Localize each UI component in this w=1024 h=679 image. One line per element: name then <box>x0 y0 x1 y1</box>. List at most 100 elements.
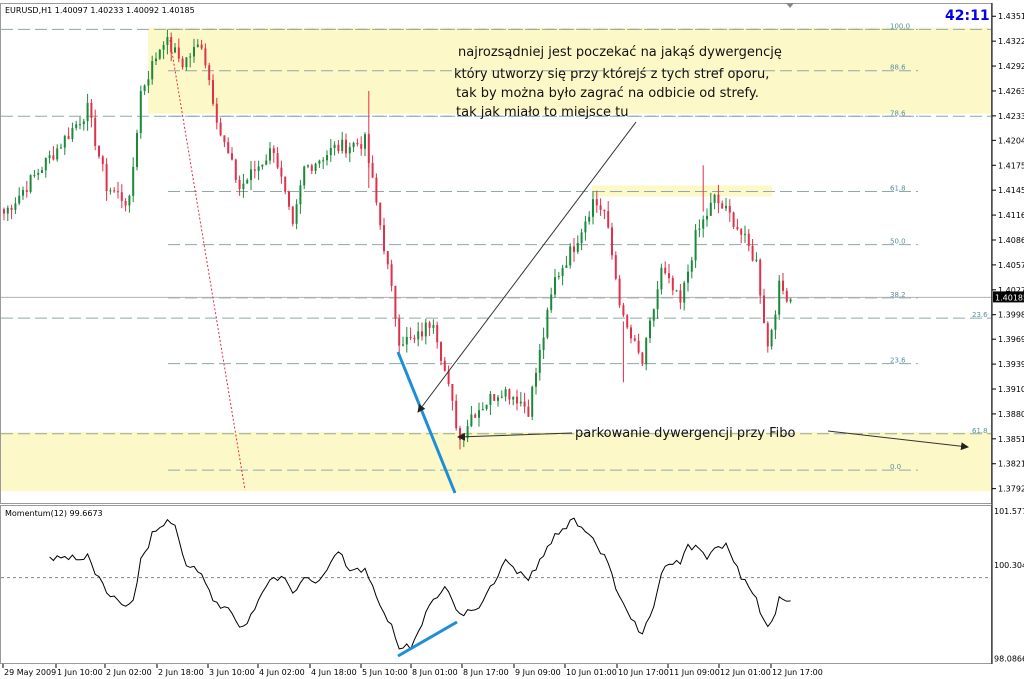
candle-body <box>219 122 222 136</box>
price-tick-label: 1.39980 <box>998 311 1024 320</box>
candle-body <box>740 229 743 235</box>
candle-body <box>120 192 123 201</box>
candle-body <box>117 191 119 193</box>
candle-body <box>660 267 663 290</box>
candle-body <box>664 267 667 274</box>
fibo-level-label: 23.6 <box>972 311 988 319</box>
candle-body <box>299 185 302 205</box>
fibo-arrow-left[interactable] <box>457 432 573 441</box>
price-tick-label: 1.38805 <box>998 410 1024 419</box>
candle-body <box>177 47 180 59</box>
candle-body <box>607 211 610 228</box>
momentum-tick-label: 98.0866 <box>994 654 1024 663</box>
candle-body <box>466 426 469 439</box>
candle-body <box>360 144 363 149</box>
candle-body <box>728 205 731 213</box>
candle-body <box>451 383 454 401</box>
candle-body <box>143 85 146 92</box>
time-tick-label: 2 Jun 02:00 <box>106 668 152 677</box>
fibo-level-label: 61.8 <box>890 184 906 192</box>
fibo-annotation[interactable]: parkowanie dywergencji przy Fibo <box>575 426 795 441</box>
candle-body <box>751 245 754 261</box>
chart-shift-marker-icon[interactable] <box>786 3 794 8</box>
price-divergence-line[interactable] <box>396 351 457 494</box>
candle-body <box>101 156 104 165</box>
price-tick-label: 1.40275 <box>998 286 1024 295</box>
candle-body <box>303 166 306 186</box>
candle-body <box>576 243 579 252</box>
candle-body <box>82 121 85 125</box>
candle-body <box>288 191 290 207</box>
candle-body <box>22 190 24 196</box>
candle-body <box>375 177 378 203</box>
price-tick-label: 1.39690 <box>998 335 1024 344</box>
candle-body <box>683 282 686 303</box>
candle-body <box>409 336 412 338</box>
time-tick-label: 10 Jun 17:00 <box>618 668 669 677</box>
candle-body <box>706 215 708 220</box>
candle-body <box>474 414 477 418</box>
candle-body <box>341 139 344 152</box>
momentum-divergence-line[interactable] <box>397 620 458 658</box>
candle-body <box>432 325 435 328</box>
candle-body <box>447 370 450 384</box>
candle-body <box>113 190 116 192</box>
candle-body <box>18 195 21 204</box>
candle-body <box>56 148 59 160</box>
candle-body <box>253 169 256 171</box>
candle-body <box>33 174 36 176</box>
candle-body <box>614 255 617 279</box>
candle-body <box>162 45 165 50</box>
fibo-level-label: 78.6 <box>890 109 906 117</box>
annotation-line-2: który utworzy się przy którejś z tych st… <box>454 67 769 82</box>
candle-body <box>782 280 784 291</box>
candle-body <box>778 280 781 315</box>
candle-body <box>196 44 199 48</box>
candle-body <box>246 179 249 184</box>
candle-body <box>618 278 621 306</box>
candle-body <box>155 58 157 62</box>
candle-body <box>633 338 636 341</box>
price-tick-label: 1.40865 <box>998 236 1024 245</box>
candle-body <box>588 216 591 222</box>
fibo-arrow-right[interactable] <box>827 430 969 451</box>
candle-body <box>280 167 283 177</box>
fibo-trendline-dotted[interactable] <box>169 39 246 491</box>
candle-body <box>436 325 439 343</box>
time-tick-label: 9 Jun 09:00 <box>515 668 561 677</box>
candle-body <box>364 134 366 149</box>
price-tick-label: 1.42045 <box>998 136 1024 145</box>
candle-body <box>60 147 62 149</box>
candle-body <box>326 155 328 161</box>
candle-body <box>766 323 769 347</box>
candle-body <box>242 183 245 190</box>
candle-body <box>234 159 237 180</box>
price-tick-label: 1.41455 <box>998 186 1024 195</box>
candle-body <box>14 203 17 210</box>
bottom-support-zone[interactable] <box>1 432 991 492</box>
candle-body <box>250 169 252 180</box>
chart-header-symbol: EURUSD,H1 1.40097 1.40233 1.40092 1.4018… <box>5 6 195 15</box>
candle-body <box>747 233 750 246</box>
candle-body <box>269 148 271 161</box>
candle-body <box>204 48 207 66</box>
candle-body <box>398 318 401 346</box>
price-tick-label: 1.42630 <box>998 87 1024 96</box>
annotation-arrow[interactable] <box>417 121 637 413</box>
candle-body <box>379 202 382 226</box>
candle-body <box>352 142 355 148</box>
annotation-line-4: tak jak miało to miejsce tu <box>456 105 628 120</box>
main-annotation[interactable]: najrozsądniej jest poczekać na jakąś dyw… <box>454 45 782 120</box>
candle-body <box>413 337 416 340</box>
candle-body <box>763 295 765 324</box>
candle-body <box>90 102 93 118</box>
candle-body <box>652 309 655 321</box>
candle-body <box>29 175 32 192</box>
candle-body <box>493 394 496 401</box>
current-price-badge <box>993 291 1024 303</box>
candle-body <box>675 290 678 292</box>
candle-body <box>535 372 537 387</box>
candle-body <box>132 166 135 196</box>
candle-body <box>136 133 138 167</box>
